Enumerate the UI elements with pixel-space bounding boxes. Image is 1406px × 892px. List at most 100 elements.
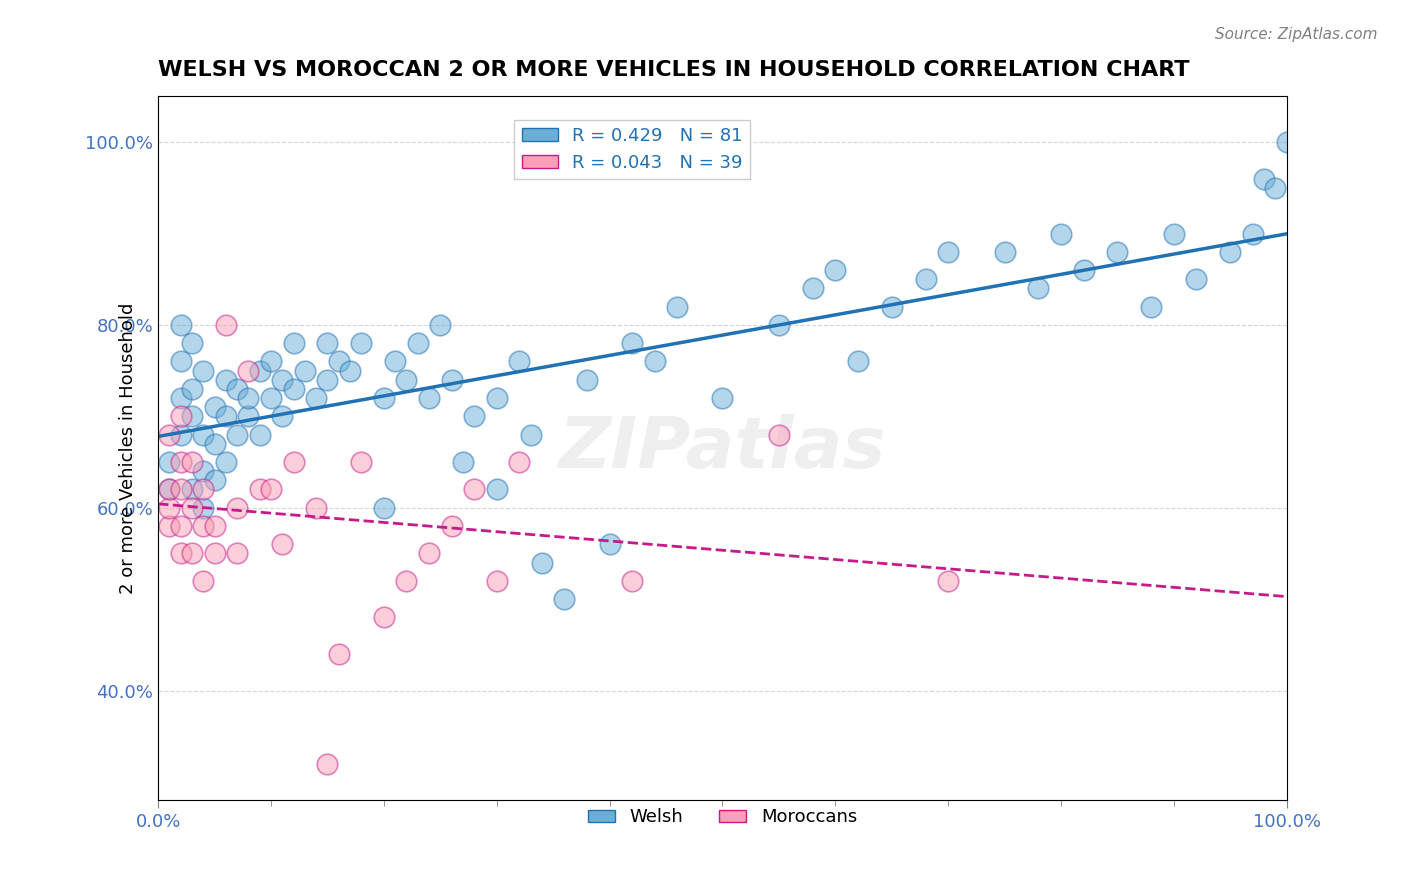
- Point: [170, 391, 193, 405]
- Point: [621, 574, 644, 588]
- Text: WELSH VS MOROCCAN 2 OR MORE VEHICLES IN HOUSEHOLD CORRELATION CHART: WELSH VS MOROCCAN 2 OR MORE VEHICLES IN …: [157, 60, 1189, 79]
- Point: [181, 483, 204, 497]
- Point: [170, 318, 193, 332]
- Point: [440, 519, 463, 533]
- Point: [395, 574, 418, 588]
- Point: [249, 427, 271, 442]
- Point: [440, 373, 463, 387]
- Point: [170, 519, 193, 533]
- Text: ZIPatlas: ZIPatlas: [558, 414, 886, 483]
- Point: [1219, 244, 1241, 259]
- Point: [373, 500, 395, 515]
- Point: [530, 556, 553, 570]
- Point: [316, 756, 339, 771]
- Point: [226, 427, 249, 442]
- Point: [215, 318, 238, 332]
- Y-axis label: 2 or more Vehicles in Household: 2 or more Vehicles in Household: [120, 302, 138, 594]
- Point: [350, 455, 373, 469]
- Point: [1050, 227, 1073, 241]
- Point: [316, 373, 339, 387]
- Point: [508, 354, 530, 368]
- Point: [485, 391, 508, 405]
- Point: [936, 574, 959, 588]
- Point: [204, 400, 226, 414]
- Point: [801, 281, 824, 295]
- Point: [170, 455, 193, 469]
- Point: [193, 574, 215, 588]
- Point: [283, 382, 305, 396]
- Point: [576, 373, 599, 387]
- Point: [193, 483, 215, 497]
- Point: [204, 436, 226, 450]
- Point: [238, 391, 260, 405]
- Point: [824, 263, 846, 277]
- Point: [373, 610, 395, 624]
- Point: [485, 483, 508, 497]
- Point: [373, 391, 395, 405]
- Point: [215, 455, 238, 469]
- Point: [880, 300, 903, 314]
- Legend: Welsh, Moroccans: Welsh, Moroccans: [581, 801, 865, 833]
- Point: [238, 409, 260, 424]
- Point: [1185, 272, 1208, 286]
- Point: [350, 336, 373, 351]
- Point: [170, 354, 193, 368]
- Point: [621, 336, 644, 351]
- Point: [170, 546, 193, 560]
- Point: [1275, 135, 1298, 149]
- Point: [260, 354, 283, 368]
- Point: [181, 382, 204, 396]
- Point: [159, 455, 181, 469]
- Point: [170, 409, 193, 424]
- Point: [1163, 227, 1185, 241]
- Point: [181, 409, 204, 424]
- Point: [384, 354, 406, 368]
- Point: [170, 427, 193, 442]
- Point: [395, 373, 418, 387]
- Point: [914, 272, 936, 286]
- Point: [283, 336, 305, 351]
- Point: [181, 455, 204, 469]
- Point: [553, 592, 575, 607]
- Point: [429, 318, 451, 332]
- Point: [1241, 227, 1264, 241]
- Point: [271, 409, 294, 424]
- Point: [159, 519, 181, 533]
- Point: [249, 483, 271, 497]
- Point: [226, 382, 249, 396]
- Point: [193, 500, 215, 515]
- Point: [204, 519, 226, 533]
- Point: [260, 391, 283, 405]
- Point: [271, 373, 294, 387]
- Point: [283, 455, 305, 469]
- Point: [159, 483, 181, 497]
- Point: [1073, 263, 1095, 277]
- Point: [1264, 181, 1286, 195]
- Text: Source: ZipAtlas.com: Source: ZipAtlas.com: [1215, 27, 1378, 42]
- Point: [181, 546, 204, 560]
- Point: [226, 500, 249, 515]
- Point: [1253, 171, 1275, 186]
- Point: [339, 364, 361, 378]
- Point: [1028, 281, 1050, 295]
- Point: [328, 647, 350, 661]
- Point: [294, 364, 316, 378]
- Point: [418, 391, 440, 405]
- Point: [305, 500, 328, 515]
- Point: [519, 427, 541, 442]
- Point: [451, 455, 474, 469]
- Point: [485, 574, 508, 588]
- Point: [768, 318, 790, 332]
- Point: [226, 546, 249, 560]
- Point: [305, 391, 328, 405]
- Point: [328, 354, 350, 368]
- Point: [193, 364, 215, 378]
- Point: [508, 455, 530, 469]
- Point: [666, 300, 689, 314]
- Point: [181, 500, 204, 515]
- Point: [846, 354, 869, 368]
- Point: [993, 244, 1015, 259]
- Point: [711, 391, 734, 405]
- Point: [768, 427, 790, 442]
- Point: [204, 546, 226, 560]
